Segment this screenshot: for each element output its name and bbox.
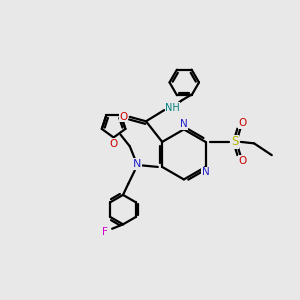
Text: O: O: [109, 139, 117, 149]
Text: N: N: [180, 119, 188, 129]
Text: O: O: [238, 118, 247, 128]
Text: NH: NH: [165, 103, 180, 113]
Text: F: F: [101, 227, 107, 237]
Text: N: N: [133, 159, 141, 169]
Text: S: S: [231, 135, 239, 148]
Text: O: O: [238, 156, 247, 166]
Text: O: O: [119, 112, 128, 122]
Text: N: N: [202, 167, 209, 177]
